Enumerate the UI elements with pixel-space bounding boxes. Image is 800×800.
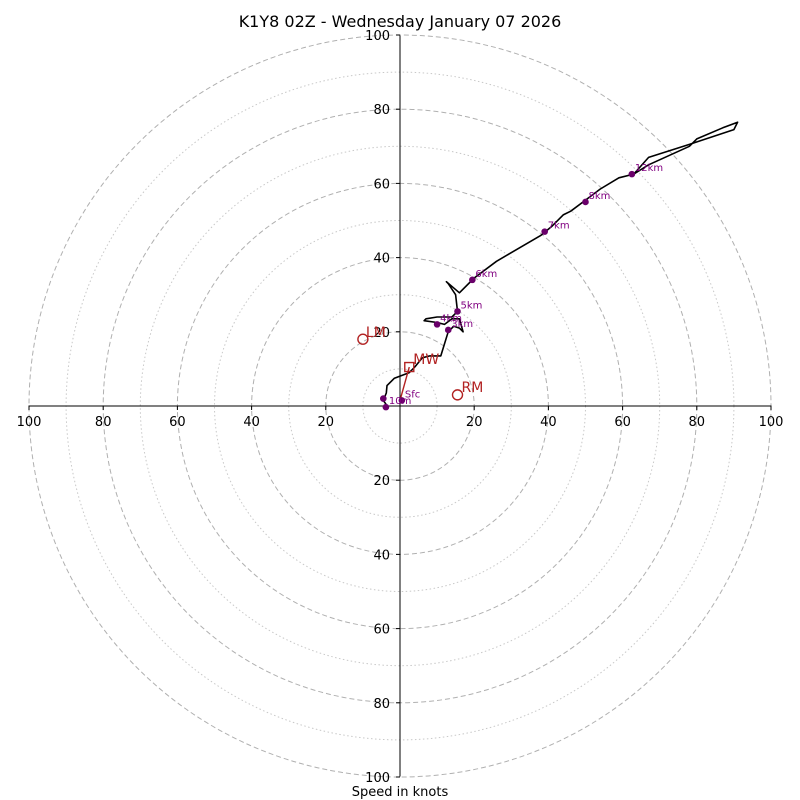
height-point: [380, 395, 387, 402]
height-label: 10m: [389, 396, 411, 407]
y-tick-label: 20: [373, 474, 390, 489]
x-tick-label: 60: [169, 415, 186, 430]
mean-wind-marker: [404, 361, 415, 373]
y-tick-label: 80: [373, 103, 390, 118]
y-tick-label: 60: [373, 177, 390, 192]
x-tick-label: 80: [689, 415, 706, 430]
y-tick-label: 40: [373, 252, 390, 267]
x-tick-label: 40: [243, 415, 260, 430]
y-tick-label: 80: [373, 697, 390, 712]
x-tick-label: 20: [466, 415, 483, 430]
height-label: 3km: [451, 319, 473, 330]
height-label: 8km: [589, 191, 611, 202]
y-tick-label: 100: [365, 771, 390, 786]
hodograph-trace: [382, 121, 739, 409]
height-point: [582, 198, 589, 206]
x-tick-label: 40: [540, 415, 557, 430]
x-tick-label: 80: [95, 415, 112, 430]
height-point: [398, 397, 406, 404]
x-tick-label: 100: [17, 415, 42, 430]
right-mover-marker: [451, 389, 464, 401]
height-point: [444, 326, 452, 334]
right-mover-label: RM: [462, 380, 484, 396]
left-mover-label: LM: [366, 325, 386, 341]
y-tick-label: 20: [373, 326, 390, 341]
x-tick-label: 100: [759, 415, 784, 430]
height-label: 6km: [475, 269, 497, 280]
x-tick-label: 60: [614, 415, 631, 430]
height-label: 5km: [461, 300, 483, 311]
height-label: Sfc: [405, 389, 420, 400]
height-point: [382, 403, 390, 411]
storm-motion-markers: RM LM MW: [357, 325, 484, 401]
tick-labels: 100 80 60 40 20 20 40 60 80 100 100 80 60 40 20 20 40 60 8…: [17, 29, 784, 786]
hodograph-trace-group: [382, 121, 739, 409]
height-point: [433, 321, 441, 328]
height-point: [541, 228, 548, 235]
mean-wind-label: MW: [413, 352, 439, 368]
height-label: 12km: [635, 163, 663, 174]
y-tick-label: 40: [373, 548, 390, 563]
x-axis-label: Speed in knots: [352, 785, 449, 800]
axes: [28, 35, 772, 777]
height-point: [454, 308, 461, 315]
y-tick-label: 60: [373, 623, 390, 638]
chart-title: K1Y8 02Z - Wednesday January 07 2026: [239, 12, 562, 31]
x-tick-label: 20: [318, 415, 335, 430]
left-mover-marker: [357, 333, 369, 345]
height-label: 4km: [440, 313, 462, 324]
height-label: 7km: [548, 221, 570, 232]
y-tick-label: 100: [365, 29, 390, 44]
height-point: [628, 170, 636, 178]
mean-wind-vector: [399, 366, 410, 401]
height-point: [469, 276, 476, 284]
